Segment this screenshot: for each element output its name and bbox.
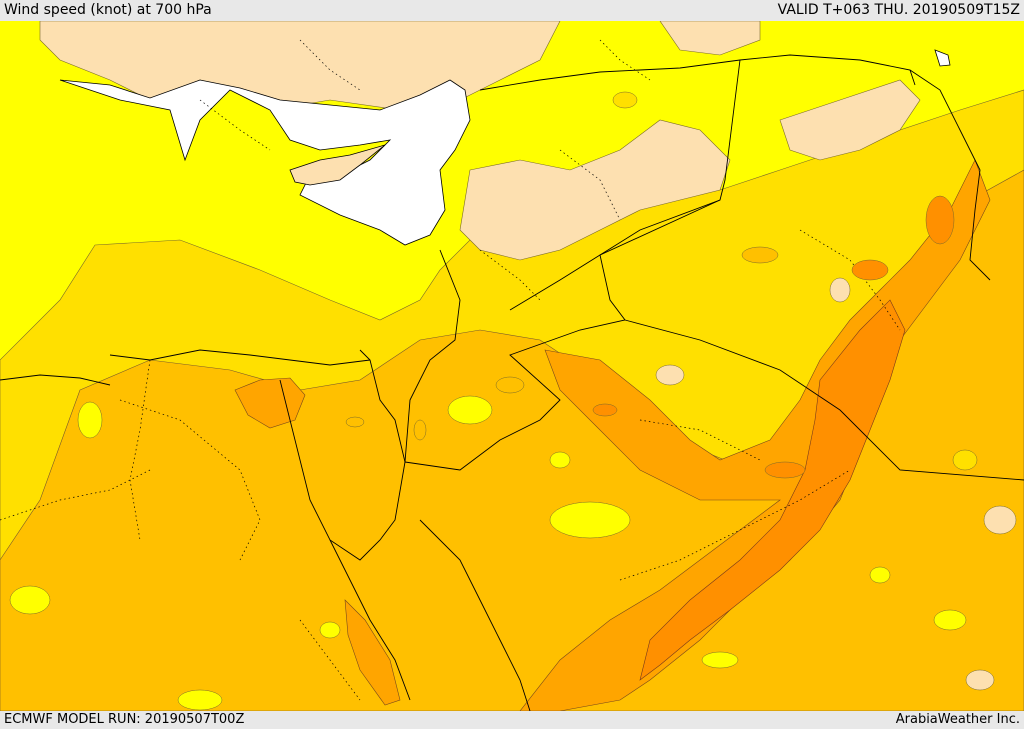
wind-very-strong-core <box>639 299 906 681</box>
wind-light-syria <box>459 119 731 261</box>
admin-boundaries <box>0 39 901 701</box>
wind-map <box>0 21 1024 711</box>
wind-light-iraq <box>779 79 921 161</box>
header-bar: Wind speed (knot) at 700 hPa VALID T+063… <box>0 0 1024 21</box>
credit: ArabiaWeather Inc. <box>895 712 1020 727</box>
wind-strong-patch-egypt <box>234 377 306 429</box>
contour-blobs <box>9 91 1017 711</box>
wind-light-ne <box>659 21 761 56</box>
wind-strong-patch-redsea <box>344 599 401 706</box>
sea-caspian-fragment <box>934 49 951 67</box>
sea-mediterranean <box>59 79 471 246</box>
footer-bar: ECMWF MODEL RUN: 20190507T00Z ArabiaWeat… <box>0 711 1024 729</box>
valid-time: VALID T+063 THU. 20190509T15Z <box>777 2 1020 18</box>
map-title: Wind speed (knot) at 700 hPa <box>4 2 212 18</box>
country-borders <box>0 54 1024 711</box>
model-run: ECMWF MODEL RUN: 20190507T00Z <box>4 712 245 727</box>
cyprus <box>289 144 386 186</box>
